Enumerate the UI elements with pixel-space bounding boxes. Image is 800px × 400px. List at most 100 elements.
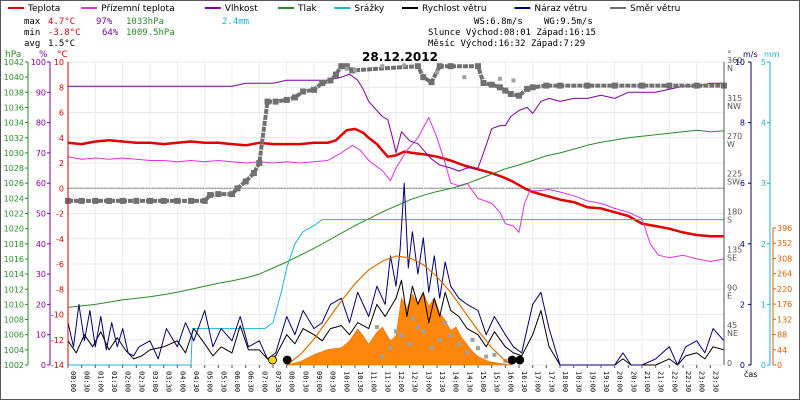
series-7-point-16 [250, 170, 257, 177]
tick-hpa-8: 1026 [4, 179, 24, 188]
tick-x-40: 20:00 [616, 371, 624, 392]
series-area-solar [286, 291, 511, 366]
tick-hpa-18: 1006 [4, 331, 24, 340]
tick-wm2-1: 352 [777, 239, 792, 248]
stat-min-press: 1009.5hPa [126, 28, 175, 38]
tick-hpa-7: 1028 [4, 164, 24, 173]
stat-min-temp: -3.8°C [48, 28, 81, 38]
series-3-line [67, 129, 725, 308]
tick-pct-6: 40 [36, 240, 46, 249]
chart-title: 28.12.2012 [362, 50, 438, 64]
tick-degc-6: -2 [56, 210, 64, 219]
tick-pct-1: 90 [36, 88, 46, 97]
tick-x-23: 11:30 [383, 371, 391, 392]
tick-x-14: 07:00 [260, 371, 268, 392]
tick-dir-0: 360 [727, 56, 742, 65]
tick-x-13: 06:30 [247, 371, 255, 392]
series-8-point-27 [511, 78, 516, 83]
tick-hpa-0: 1042 [4, 58, 24, 67]
tick-wm2-6: 132 [777, 315, 792, 324]
tick-x-34: 17:00 [534, 371, 542, 392]
tick-degc-7: -4 [56, 235, 64, 244]
tick-dir-label-7: NE [727, 329, 738, 338]
tick-x-31: 15:30 [493, 371, 501, 392]
tick-pct-10: 0 [41, 361, 46, 370]
legend-label-1: Přízemní teplota [101, 4, 174, 14]
tick-mm-3: 2 [761, 240, 766, 249]
legend-label-2: Vlhkost [225, 4, 258, 14]
tick-x-12: 06:00 [233, 371, 241, 392]
series-1-line [67, 117, 725, 262]
tick-ms-4: 2 [740, 300, 745, 309]
series-8-point-11 [484, 354, 489, 359]
tick-hpa-13: 1016 [4, 255, 24, 264]
tick-pct-8: 20 [36, 300, 46, 309]
series-8-point-0 [394, 329, 398, 334]
series-8-point-23 [402, 63, 407, 68]
tick-ms-3: 4 [740, 240, 745, 249]
tick-ms-5: 0 [740, 361, 745, 370]
series-8-point-21 [344, 66, 349, 71]
tick-degc-3: 4 [59, 134, 64, 143]
tick-hpa-11: 1020 [4, 225, 24, 234]
info-moon: Měsíc Východ:16:32 Západ:7:29 [428, 39, 585, 49]
tick-wm2-5: 176 [777, 300, 792, 309]
tick-x-17: 08:30 [301, 371, 309, 392]
series-8-point-8 [456, 342, 461, 346]
tick-x-30: 15:00 [479, 371, 487, 392]
series-8-point-16 [443, 320, 448, 325]
series-8-point-2 [407, 342, 412, 346]
tick-degc-4: 2 [59, 159, 64, 168]
tick-dir-2: 270 [727, 132, 742, 141]
tick-x-38: 19:00 [588, 371, 596, 392]
grid-lines [67, 61, 725, 366]
tick-hpa-1: 1040 [4, 73, 24, 82]
stat-max-label: max [24, 17, 41, 27]
tick-dir-1: 315 [727, 94, 742, 103]
series-8-point-4 [421, 329, 426, 334]
marker-moonset [268, 355, 277, 365]
tick-pct-9: 10 [36, 331, 46, 340]
tick-pct-5: 50 [36, 210, 46, 219]
tick-hpa-3: 1036 [4, 103, 24, 112]
tick-dir-3: 225 [727, 170, 742, 179]
tick-x-28: 14:00 [452, 371, 460, 392]
legend-label-4: Srážky [354, 4, 385, 14]
tick-hpa-5: 1032 [4, 134, 24, 143]
tick-ms-2: 6 [740, 179, 745, 188]
series-2-line [68, 73, 724, 172]
tick-x-45: 22:30 [684, 371, 692, 392]
tick-wm2-0: 396 [777, 224, 792, 233]
tick-x-27: 13:30 [438, 371, 446, 392]
tick-degc-2: 6 [59, 109, 64, 118]
legend-label-0: Teplota [27, 4, 60, 14]
series-6-line [67, 182, 725, 366]
stat-max-hum: 97% [96, 17, 113, 27]
tick-degc-12: -14 [51, 361, 64, 370]
tick-x-20: 10:00 [342, 371, 350, 392]
tick-wm2-7: 88 [777, 331, 787, 340]
tick-x-2: 01:00 [96, 371, 104, 392]
axes-layer: 1042104010381036103410321030102810261024… [4, 56, 793, 392]
tick-pct-4: 60 [36, 179, 46, 188]
tick-hpa-19: 1004 [4, 346, 24, 355]
tick-hpa-2: 1038 [4, 88, 24, 97]
series-8-point-18 [492, 352, 497, 357]
tick-wm2-3: 264 [777, 270, 792, 279]
series-8-point-7 [448, 333, 453, 338]
tick-ms-1: 8 [740, 119, 745, 128]
legend-label-6: Náraz větru [534, 4, 587, 14]
axis-unit-ms: m/s [743, 50, 758, 59]
tick-x-24: 12:00 [397, 371, 405, 392]
tick-x-18: 09:00 [315, 371, 323, 392]
tick-mm-1: 4 [761, 119, 766, 128]
series-0-line [67, 127, 724, 238]
tick-x-0: 00:00 [69, 371, 77, 392]
marker-moonrise [515, 355, 525, 365]
solar-radiation-layer [286, 291, 511, 366]
series-8-point-17 [470, 337, 475, 342]
tick-x-3: 01:30 [110, 371, 118, 392]
tick-hpa-6: 1030 [4, 149, 24, 158]
tick-dir-label-4: S [727, 216, 732, 225]
x-axis-label: čas [744, 369, 757, 379]
